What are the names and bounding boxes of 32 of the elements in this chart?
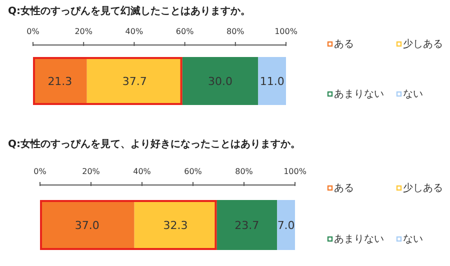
legend-label: 少しある — [403, 182, 443, 194]
data-label: 30.0 — [208, 75, 232, 88]
data-label: 37.7 — [122, 75, 147, 88]
data-label: 23.7 — [234, 219, 260, 232]
x-tick-label: 100% — [274, 27, 298, 36]
x-tick-label: 40% — [133, 167, 152, 176]
legend-label: あまりない — [334, 234, 384, 245]
legend-label: ある — [334, 39, 354, 50]
x-tick-label: 20% — [82, 167, 100, 176]
x-tick-label: 80% — [235, 167, 254, 176]
legend-label: 少しある — [403, 38, 443, 50]
data-label: 37.0 — [74, 219, 100, 232]
x-tick-label: 40% — [125, 27, 144, 36]
x-tick-label: 100% — [284, 167, 307, 176]
legend-label: ある — [334, 183, 354, 194]
x-tick-label: 20% — [74, 27, 93, 36]
data-label: 11.0 — [260, 75, 284, 88]
legend-label: ない — [403, 89, 423, 100]
x-tick-label: 60% — [176, 27, 194, 36]
data-label: 7.0 — [277, 219, 295, 232]
x-tick-label: 60% — [184, 167, 202, 176]
data-label: 32.3 — [163, 219, 188, 232]
chart-title: Q:女性のすっぴんを見て、より好きになったことはありますか。 — [8, 138, 300, 150]
data-label: 21.3 — [48, 75, 72, 88]
x-tick-label: 80% — [226, 27, 245, 36]
x-tick-label: 0% — [34, 167, 47, 176]
bar — [277, 200, 295, 250]
bar — [258, 57, 286, 105]
legend-label: ない — [403, 234, 423, 245]
legend-label: あまりない — [334, 89, 384, 100]
chart-title: Q:女性のすっぴんを見て幻滅したことはありますか。 — [8, 5, 250, 17]
x-tick-label: 0% — [26, 27, 40, 36]
